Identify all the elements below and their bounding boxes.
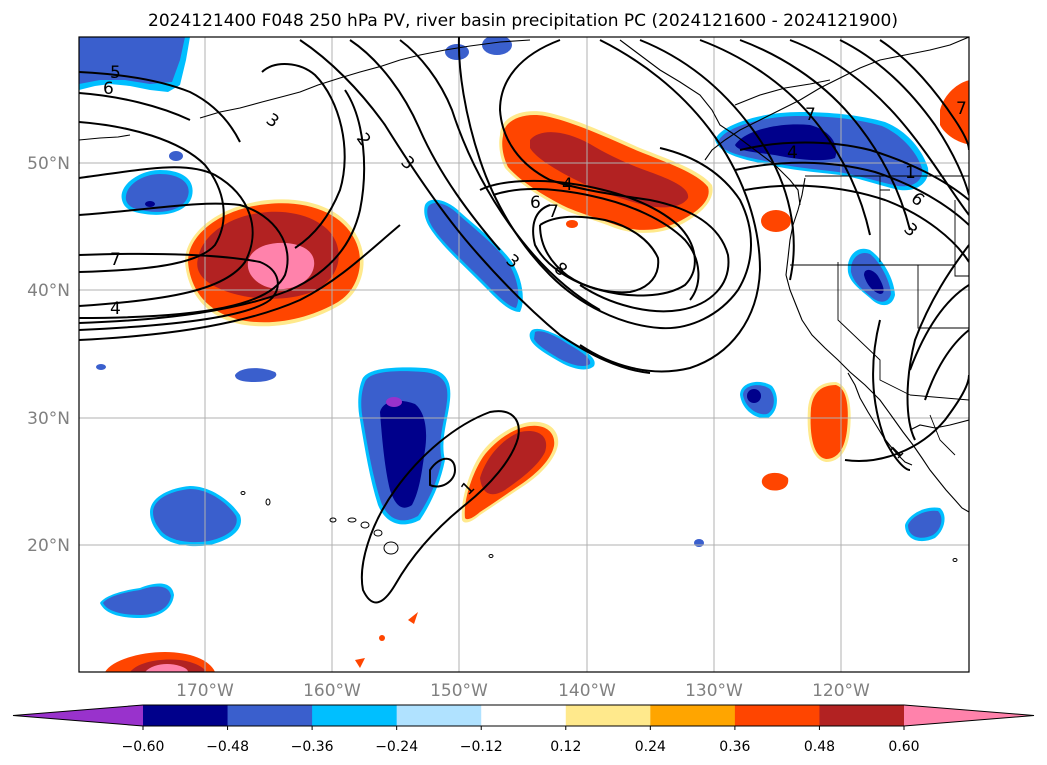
- colorbar-tick-label: 0.36: [719, 739, 750, 755]
- map-area: 5 6 3 2 3 7 4 3 4 6 7 8 7 4 1 6 3 1 1 7: [79, 37, 969, 672]
- neg-region-trough: [424, 199, 595, 370]
- pv-label-6-nw: 6: [103, 79, 114, 99]
- pv-label-4-ridge: 4: [562, 175, 573, 195]
- colorbar: −0.60 −0.48 −0.36 −0.24 −0.12 0.12 0.24 0.36 0.4…: [12, 704, 1035, 755]
- lon-label-140w: 140°W: [558, 681, 616, 701]
- neg-region-small-nw: [121, 151, 193, 215]
- colorbar-tick-label: −0.36: [291, 739, 334, 755]
- colorbar-segment: [565, 705, 651, 726]
- precip-pc-fill: [79, 37, 969, 672]
- neg-region-far-south: [100, 37, 945, 618]
- pos-region-west: [185, 199, 364, 327]
- pv-label-7-ridge: 7: [548, 202, 559, 222]
- colorbar-tick-label: −0.48: [206, 739, 249, 755]
- colorbar-segment: [650, 705, 736, 726]
- colorbar-segment: [734, 705, 820, 726]
- map-title: 2024121400 F048 250 hPa PV, river basin …: [148, 11, 898, 31]
- lat-label-40n: 40°N: [27, 281, 70, 301]
- colorbar-tick-label: 0.60: [888, 739, 919, 755]
- colorbar-segment: [143, 705, 229, 726]
- map-frame: [78, 36, 970, 673]
- pv-contours: [79, 37, 969, 604]
- latitude-labels: 50°N 40°N 30°N 20°N: [27, 154, 70, 556]
- colorbar-tick-label: −0.24: [375, 739, 418, 755]
- colorbar-extend-low: [13, 705, 143, 726]
- pv-label-7-ne: 7: [805, 105, 816, 125]
- lon-label-120w: 120°W: [812, 681, 870, 701]
- neg-region-nw: [79, 37, 190, 92]
- pv-label-7-edge: 7: [956, 99, 967, 119]
- lon-label-150w: 150°W: [430, 681, 488, 701]
- colorbar-tick-label: 0.48: [804, 739, 835, 755]
- lat-label-20n: 20°N: [27, 536, 70, 556]
- colorbar-segment: [227, 705, 313, 726]
- colorbar-segment: [481, 705, 567, 726]
- lat-label-50n: 50°N: [27, 154, 70, 174]
- pos-region-subtropic: [355, 382, 851, 668]
- longitude-labels: 170°W 160°W 150°W 140°W 130°W 120°W: [176, 681, 870, 701]
- colorbar-tick-label: −0.12: [460, 739, 503, 755]
- colorbar-tick-label: 0.12: [550, 739, 581, 755]
- neg-region-subtropic: [96, 364, 777, 525]
- colorbar-tick-label: 0.24: [635, 739, 666, 755]
- islands: [240, 491, 958, 562]
- colorbar-extend-high: [904, 705, 1034, 726]
- colorbar-segment: [819, 705, 905, 726]
- lon-label-160w: 160°W: [303, 681, 361, 701]
- pv-label-4-west: 4: [110, 299, 121, 319]
- pv-label-6-ridge: 6: [530, 193, 541, 213]
- pv-label-5-nw: 5: [110, 63, 121, 83]
- lon-label-130w: 130°W: [685, 681, 743, 701]
- lat-label-30n: 30°N: [27, 409, 70, 429]
- pv-label-4-ne: 4: [787, 143, 798, 163]
- pv-label-7-west: 7: [110, 250, 121, 270]
- colorbar-segment: [396, 705, 482, 726]
- pv-label-1-east: 1: [905, 163, 916, 183]
- lon-label-170w: 170°W: [176, 681, 234, 701]
- pos-region-far-south: [105, 652, 215, 672]
- colorbar-tick-label: −0.60: [122, 739, 165, 755]
- coastlines: [79, 37, 969, 513]
- colorbar-segment: [312, 705, 398, 726]
